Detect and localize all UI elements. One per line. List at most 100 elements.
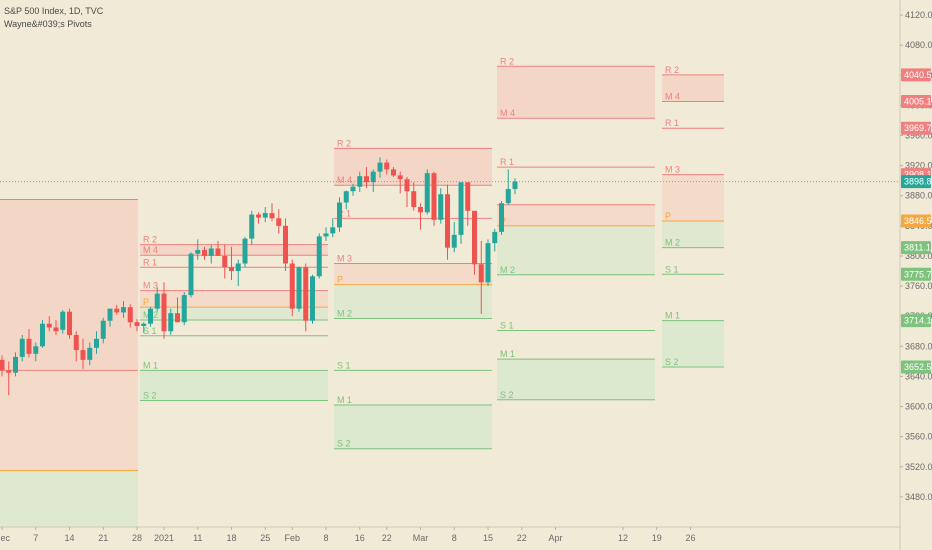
price-tick-label: 3480.0: [905, 492, 932, 502]
pivot-level-label: M 1: [665, 311, 680, 321]
pivot-level-label: M 4: [337, 175, 352, 185]
candle-body: [431, 173, 437, 220]
price-tag: 3898.8: [901, 175, 932, 189]
candle-body: [276, 218, 282, 226]
candle-body: [195, 249, 201, 254]
price-tag-label: 4040.5: [904, 70, 932, 80]
pivot-level-label: M 2: [500, 265, 515, 275]
price-tag: 3846.5: [901, 214, 932, 228]
price-tag-background: [901, 214, 931, 228]
pivot-level-label: M 3: [665, 165, 680, 175]
price-tag-background: [901, 121, 931, 135]
time-tick-label: 26: [685, 533, 695, 543]
candle-body: [242, 238, 248, 264]
pivot-level-label: M 4: [143, 245, 158, 255]
candle-body: [384, 162, 390, 170]
candle-body: [46, 323, 52, 328]
pivot-level-label: R 2: [500, 56, 514, 66]
pivot-level-label: M 2: [337, 308, 352, 318]
time-tick-label: Feb: [284, 533, 300, 543]
candle-body: [188, 253, 194, 296]
pivot-level-label: S 1: [500, 321, 514, 331]
candle-body: [33, 346, 39, 354]
time-tick-label: 22: [382, 533, 392, 543]
candle-body: [377, 162, 383, 172]
support-zone: [497, 359, 655, 400]
candle-body: [505, 188, 511, 204]
candle-body: [499, 203, 504, 232]
price-tag: 3652.5: [901, 360, 932, 374]
pivot-level-label: M 1: [337, 395, 352, 405]
support-zone: [662, 320, 724, 368]
resistance-zone: [497, 66, 655, 119]
pivot-level-label: P: [143, 297, 149, 307]
price-axis[interactable]: 3480.03520.03560.03600.03640.03680.03720…: [900, 10, 932, 502]
candle-body: [134, 322, 140, 326]
candle-body: [256, 214, 261, 218]
candle-body: [67, 311, 72, 336]
support-zone: [497, 225, 655, 275]
time-tick-label: 19: [652, 533, 662, 543]
candle-body: [323, 233, 329, 237]
candle-body: [60, 311, 66, 330]
time-tick-label: 8: [323, 533, 328, 543]
candle-body: [208, 248, 214, 256]
candle-body: [100, 320, 106, 339]
candle-body: [458, 182, 464, 235]
candle-body: [148, 308, 153, 324]
time-tick-label: Mar: [413, 533, 429, 543]
time-tick-label: 14: [64, 533, 74, 543]
indicator-title[interactable]: Wayne&#039;s Pivots: [4, 19, 92, 29]
price-tag: 4005.1: [901, 95, 932, 109]
candle-body: [438, 194, 444, 220]
price-tick-label: 3760.0: [905, 281, 932, 291]
price-tag-label: 3908.1: [904, 170, 932, 180]
price-tag-label: 4005.1: [904, 97, 932, 107]
candle-body: [269, 213, 275, 219]
candle-body: [337, 202, 342, 228]
candle-body: [411, 191, 417, 208]
time-tick-label: 21: [98, 533, 108, 543]
candle-body: [357, 176, 363, 187]
candle-body: [107, 308, 113, 321]
pivot-level-label: M 4: [665, 92, 680, 102]
candle-body: [6, 370, 12, 373]
price-tag: 3811.1: [901, 241, 931, 255]
candle-body: [330, 227, 336, 234]
pivot-level-label: M 1: [143, 360, 158, 370]
candle-body: [181, 295, 187, 323]
candle-body: [235, 263, 241, 272]
pivot-level-label: P: [337, 275, 343, 285]
pivot-level-label: R 1: [500, 157, 514, 167]
price-tick-label: 3560.0: [905, 432, 932, 442]
pivot-level-label: S 2: [500, 390, 514, 400]
candle-body: [94, 338, 99, 348]
support-zone: [0, 470, 138, 527]
pivot-level-label: P: [665, 211, 671, 221]
time-tick-label: 15: [483, 533, 493, 543]
price-tag-label: 3846.5: [904, 216, 932, 226]
candle-body: [465, 182, 471, 211]
price-tag-label: 3714.1: [904, 316, 932, 326]
pivot-level-label: R 1: [665, 118, 679, 128]
candle-body: [283, 225, 288, 264]
time-tick-label: 16: [355, 533, 365, 543]
price-tag-label: 3969.7: [904, 123, 932, 133]
price-tag-label: 3775.7: [904, 269, 932, 279]
pivot-level-label: S 1: [337, 360, 351, 370]
candle-body: [418, 207, 423, 213]
candle-body: [451, 234, 457, 248]
price-tick-label: 4080.0: [905, 40, 932, 50]
support-zone: [334, 284, 492, 319]
pivot-zone-fills: [0, 66, 724, 527]
time-tick-label: 18: [226, 533, 236, 543]
price-tag-background: [901, 175, 931, 189]
time-tick-label: 12: [618, 533, 628, 543]
time-axis[interactable]: Dec 7 14 21 28 2021 11 18 25 Feb 8 16 22 Mar 8 15 22 Apr 1…: [0, 527, 696, 543]
symbol-title[interactable]: S&P 500 Index, 1D, TVC: [4, 6, 104, 16]
pivot-level-label: M 1: [500, 349, 515, 359]
pivot-level-label: R 2: [337, 138, 351, 148]
pivot-level-label: S 1: [143, 326, 157, 336]
